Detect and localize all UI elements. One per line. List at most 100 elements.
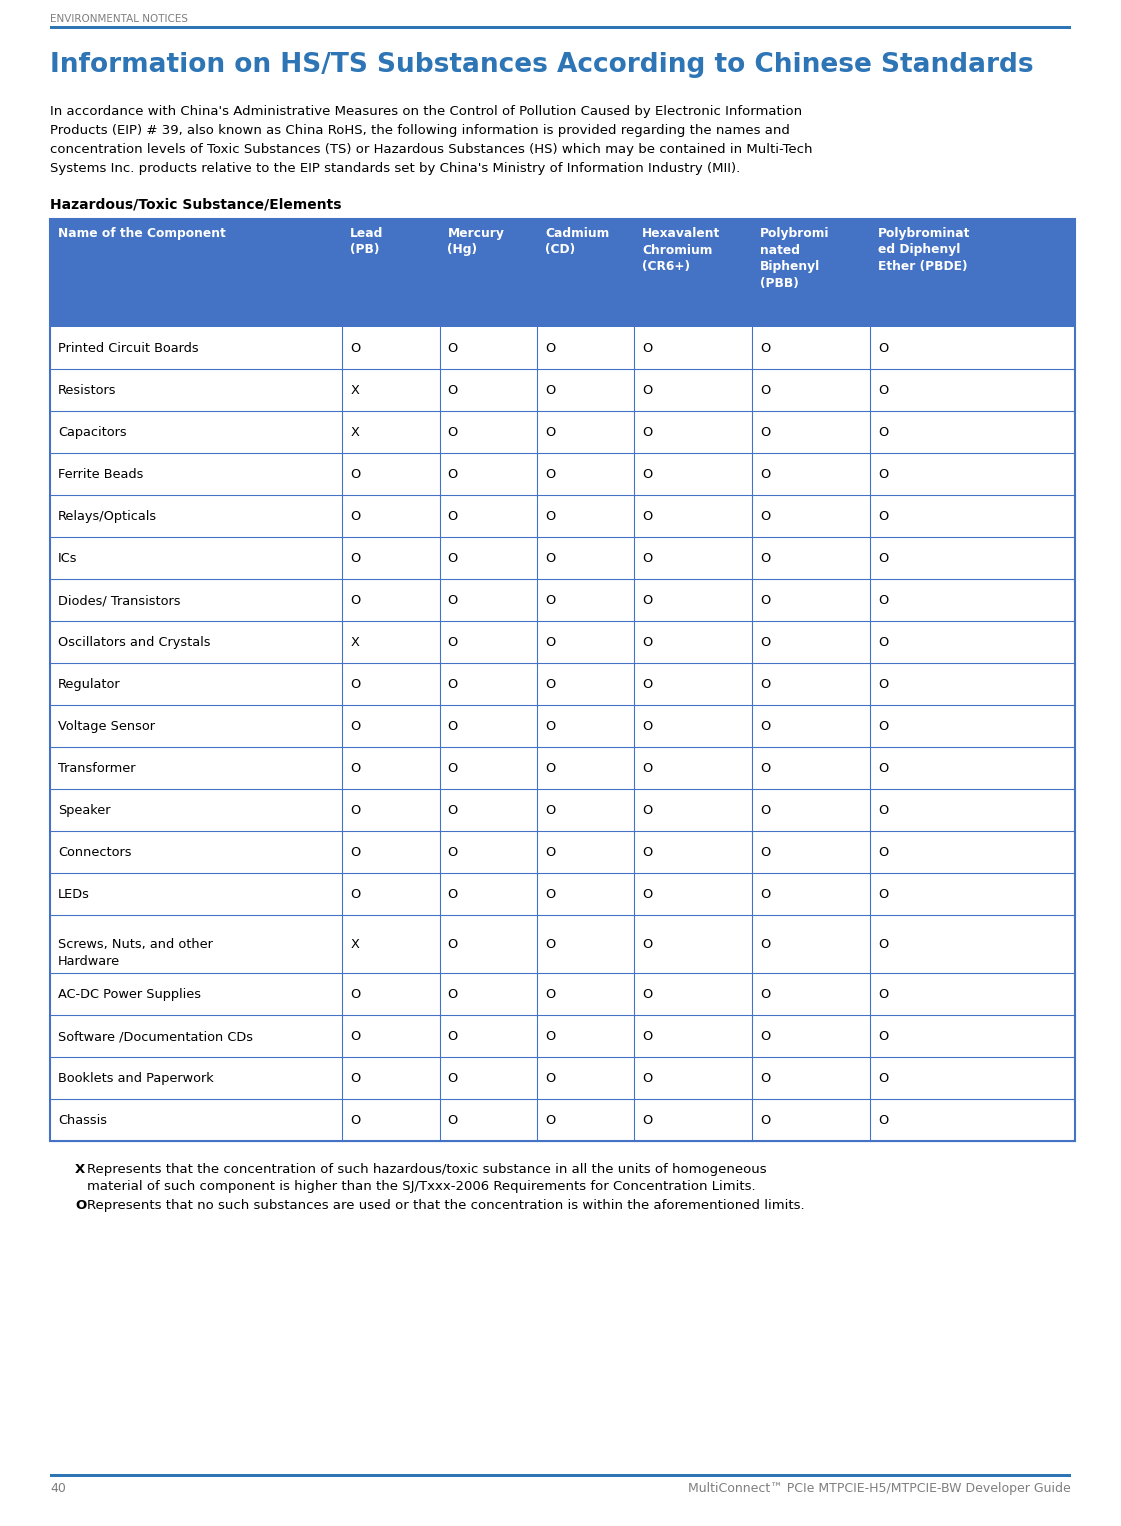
Text: O: O: [545, 510, 555, 523]
Text: Voltage Sensor: Voltage Sensor: [58, 720, 155, 732]
Text: Lead
(PB): Lead (PB): [350, 227, 383, 256]
Bar: [50, 662, 1075, 705]
Text: O: O: [878, 1030, 888, 1042]
Text: O: O: [642, 720, 652, 732]
Text: X: X: [350, 938, 359, 951]
Text: Polybromi
nated
Biphenyl
(PBB): Polybromi nated Biphenyl (PBB): [760, 227, 830, 290]
Text: O: O: [350, 761, 360, 775]
Text: Systems Inc. products relative to the EIP standards set by China's Ministry of I: Systems Inc. products relative to the EI…: [50, 162, 740, 175]
Bar: [50, 26, 1071, 29]
Text: O: O: [350, 468, 360, 481]
Text: O: O: [760, 1071, 770, 1085]
Bar: [50, 916, 1075, 974]
Text: O: O: [878, 845, 888, 859]
Bar: [50, 494, 1075, 537]
Text: O: O: [642, 1114, 652, 1128]
Text: O: O: [350, 720, 360, 732]
Bar: [50, 1099, 1075, 1141]
Text: O: O: [642, 804, 652, 816]
Text: Represents that no such substances are used or that the concentration is within : Represents that no such substances are u…: [87, 1199, 805, 1212]
Text: O: O: [642, 938, 652, 951]
Text: O: O: [642, 426, 652, 439]
Text: O: O: [545, 468, 555, 481]
Text: O: O: [447, 468, 457, 481]
Text: O: O: [447, 938, 457, 951]
Text: O: O: [760, 678, 770, 691]
Text: O: O: [760, 888, 770, 900]
Text: O: O: [447, 845, 457, 859]
Text: O: O: [75, 1199, 86, 1212]
Text: O: O: [545, 938, 555, 951]
Text: O: O: [350, 987, 360, 1001]
Text: O: O: [760, 594, 770, 607]
Text: O: O: [878, 720, 888, 732]
Text: X: X: [350, 426, 359, 439]
Text: LEDs: LEDs: [58, 888, 90, 900]
Text: Connectors: Connectors: [58, 845, 131, 859]
Text: O: O: [878, 1071, 888, 1085]
Text: O: O: [545, 552, 555, 565]
Bar: [50, 1474, 1071, 1477]
Bar: [50, 220, 1075, 1141]
Text: Hazardous/Toxic Substance/Elements: Hazardous/Toxic Substance/Elements: [50, 197, 342, 211]
Text: 40: 40: [50, 1482, 66, 1495]
Text: X: X: [75, 1163, 85, 1177]
Text: O: O: [545, 342, 555, 356]
Text: AC-DC Power Supplies: AC-DC Power Supplies: [58, 987, 201, 1001]
Text: Mercury
(Hg): Mercury (Hg): [447, 227, 504, 256]
Text: O: O: [642, 468, 652, 481]
Text: O: O: [878, 342, 888, 356]
Text: Resistors: Resistors: [58, 385, 117, 397]
Text: O: O: [878, 761, 888, 775]
Text: O: O: [447, 594, 457, 607]
Text: O: O: [447, 1030, 457, 1042]
Text: O: O: [760, 385, 770, 397]
Text: O: O: [545, 761, 555, 775]
Text: Hexavalent
Chromium
(CR6+): Hexavalent Chromium (CR6+): [642, 227, 721, 273]
Text: O: O: [760, 845, 770, 859]
Text: O: O: [447, 678, 457, 691]
Text: O: O: [545, 720, 555, 732]
Bar: [50, 1058, 1075, 1099]
Text: O: O: [760, 720, 770, 732]
Text: O: O: [545, 426, 555, 439]
Text: O: O: [545, 987, 555, 1001]
Text: O: O: [350, 552, 360, 565]
Bar: [50, 410, 1075, 453]
Text: O: O: [760, 342, 770, 356]
Text: Relays/Opticals: Relays/Opticals: [58, 510, 157, 523]
Text: O: O: [760, 468, 770, 481]
Text: X: X: [350, 385, 359, 397]
Text: O: O: [878, 804, 888, 816]
Bar: [50, 974, 1075, 1015]
Text: O: O: [447, 510, 457, 523]
Bar: [50, 873, 1075, 916]
Text: O: O: [447, 1071, 457, 1085]
Text: O: O: [878, 552, 888, 565]
Bar: [50, 327, 1075, 369]
Text: O: O: [447, 1114, 457, 1128]
Text: O: O: [760, 804, 770, 816]
Text: Ferrite Beads: Ferrite Beads: [58, 468, 143, 481]
Text: Products (EIP) # 39, also known as China RoHS, the following information is prov: Products (EIP) # 39, also known as China…: [50, 124, 790, 137]
Text: O: O: [760, 938, 770, 951]
Text: O: O: [350, 1071, 360, 1085]
Text: Booklets and Paperwork: Booklets and Paperwork: [58, 1071, 214, 1085]
Text: O: O: [447, 385, 457, 397]
Text: Name of the Component: Name of the Component: [58, 227, 225, 240]
Text: O: O: [878, 468, 888, 481]
Text: Cadmium
(CD): Cadmium (CD): [545, 227, 609, 256]
Text: O: O: [878, 510, 888, 523]
Text: O: O: [760, 1030, 770, 1042]
Text: O: O: [642, 510, 652, 523]
Text: Information on HS/TS Substances According to Chinese Standards: Information on HS/TS Substances Accordin…: [50, 52, 1034, 78]
Text: O: O: [642, 1071, 652, 1085]
Bar: [50, 789, 1075, 832]
Bar: [50, 578, 1075, 621]
Bar: [50, 453, 1075, 494]
Text: ICs: ICs: [58, 552, 77, 565]
Text: O: O: [447, 804, 457, 816]
Text: Diodes/ Transistors: Diodes/ Transistors: [58, 594, 180, 607]
Text: O: O: [878, 636, 888, 649]
Text: O: O: [878, 987, 888, 1001]
